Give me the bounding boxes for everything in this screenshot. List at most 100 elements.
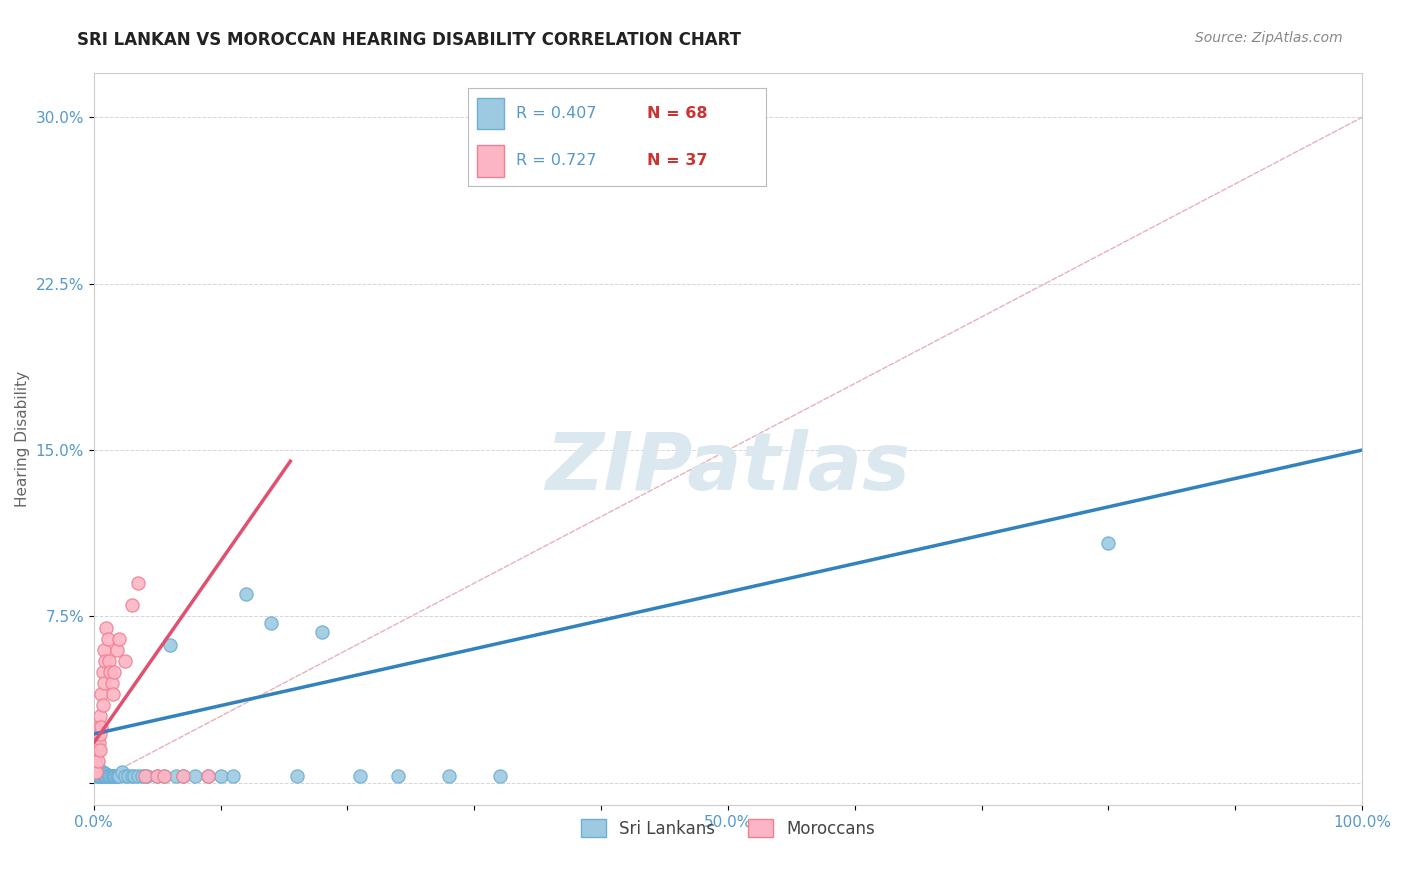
Point — [89, 742, 111, 756]
Point — [235, 587, 257, 601]
Point — [105, 642, 128, 657]
Point — [100, 769, 122, 783]
Point — [91, 764, 114, 779]
Point — [159, 638, 181, 652]
Point — [285, 769, 308, 783]
Point — [136, 769, 159, 783]
Point — [96, 621, 118, 635]
Point — [146, 769, 169, 783]
Point — [93, 676, 115, 690]
Point — [87, 764, 110, 779]
Point — [165, 769, 187, 783]
Point — [87, 769, 110, 783]
Point — [98, 769, 121, 783]
Point — [93, 642, 115, 657]
Point — [86, 742, 108, 756]
Point — [172, 769, 194, 783]
Point — [86, 758, 108, 772]
Legend: Sri Lankans, Moroccans: Sri Lankans, Moroccans — [574, 813, 882, 844]
Point — [152, 769, 174, 783]
Point — [94, 654, 117, 668]
Point — [108, 632, 131, 646]
Text: ZIPatlas: ZIPatlas — [546, 429, 911, 508]
Point — [89, 769, 111, 783]
Point — [86, 760, 108, 774]
Point — [86, 764, 108, 779]
Point — [86, 763, 108, 777]
Point — [98, 665, 121, 679]
Point — [87, 763, 110, 777]
Point — [488, 769, 510, 783]
Point — [89, 709, 111, 723]
Point — [103, 665, 125, 679]
Point — [97, 632, 120, 646]
Point — [84, 764, 107, 779]
Point — [127, 576, 149, 591]
Point — [146, 769, 169, 783]
Point — [91, 769, 114, 783]
Point — [90, 720, 112, 734]
Point — [134, 769, 156, 783]
Point — [260, 616, 283, 631]
Point — [94, 767, 117, 781]
Point — [84, 764, 107, 779]
Point — [134, 769, 156, 783]
Point — [89, 769, 111, 783]
Point — [152, 769, 174, 783]
Point — [104, 769, 127, 783]
Point — [96, 767, 118, 781]
Point — [108, 769, 131, 783]
Point — [89, 764, 111, 779]
Point — [93, 767, 115, 781]
Point — [105, 769, 128, 783]
Point — [91, 698, 114, 713]
Point — [90, 687, 112, 701]
Point — [87, 736, 110, 750]
Point — [96, 769, 118, 783]
Point — [84, 754, 107, 768]
Point — [209, 769, 232, 783]
Point — [197, 769, 219, 783]
Point — [1097, 536, 1119, 550]
Point — [100, 676, 122, 690]
Point — [86, 769, 108, 783]
Point — [89, 727, 111, 741]
Point — [121, 769, 143, 783]
Point — [94, 769, 117, 783]
Point — [98, 769, 121, 783]
Point — [86, 764, 108, 779]
Point — [86, 754, 108, 768]
Text: SRI LANKAN VS MOROCCAN HEARING DISABILITY CORRELATION CHART: SRI LANKAN VS MOROCCAN HEARING DISABILIT… — [77, 31, 741, 49]
Point — [87, 720, 110, 734]
Point — [86, 749, 108, 764]
Point — [91, 767, 114, 781]
Point — [114, 654, 136, 668]
Point — [90, 764, 112, 779]
Y-axis label: Hearing Disability: Hearing Disability — [15, 371, 30, 507]
Point — [349, 769, 371, 783]
Point — [111, 764, 134, 779]
Point — [121, 599, 143, 613]
Point — [84, 758, 107, 772]
Point — [197, 769, 219, 783]
Point — [91, 665, 114, 679]
Point — [93, 769, 115, 783]
Point — [124, 769, 146, 783]
Point — [387, 769, 409, 783]
Point — [117, 769, 139, 783]
Point — [84, 742, 107, 756]
Point — [107, 769, 129, 783]
Point — [97, 769, 120, 783]
Point — [172, 769, 194, 783]
Point — [311, 625, 333, 640]
Point — [98, 654, 121, 668]
Point — [89, 767, 111, 781]
Point — [131, 769, 153, 783]
Point — [84, 754, 107, 768]
Point — [86, 749, 108, 764]
Point — [114, 769, 136, 783]
Point — [222, 769, 245, 783]
Point — [103, 769, 125, 783]
Point — [184, 769, 207, 783]
Point — [86, 731, 108, 746]
